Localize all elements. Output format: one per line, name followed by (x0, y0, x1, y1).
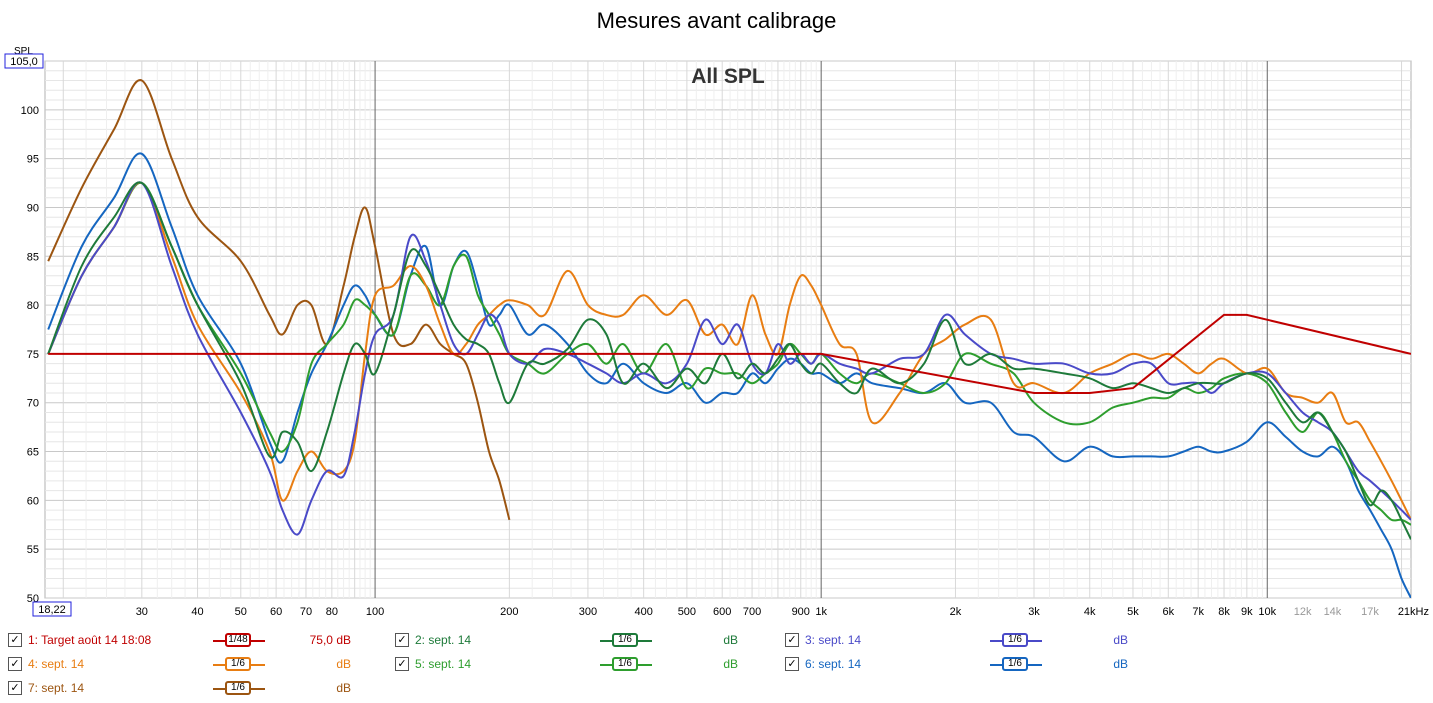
x-tick-label: 21kHz (1398, 606, 1429, 618)
legend-item-4[interactable]: ✓ 4: sept. 14 1/6 dB (8, 654, 351, 674)
legend-value: dB (723, 657, 738, 671)
x-tick-label: 3k (1028, 606, 1040, 618)
smoothing-label: 1/6 (612, 657, 638, 671)
legend-item-3[interactable]: ✓ 3: sept. 14 1/6 dB (785, 630, 1128, 650)
x-tick-label: 7k (1192, 606, 1204, 618)
smoothing-button[interactable]: 1/6 (990, 633, 1042, 647)
legend-checkbox[interactable]: ✓ (785, 633, 799, 647)
y-axis-label: SPL (14, 46, 33, 57)
smoothing-label: 1/6 (1002, 657, 1028, 671)
legend-item-5[interactable]: ✓ 5: sept. 14 1/6 dB (395, 654, 738, 674)
legend-value: dB (336, 657, 351, 671)
smoothing-button[interactable]: 1/6 (213, 681, 265, 695)
chart-inner-title: All SPL (691, 65, 765, 88)
x-tick-label: 30 (136, 606, 148, 618)
legend-item-7[interactable]: ✓ 7: sept. 14 1/6 dB (8, 678, 351, 698)
series-layer (47, 79, 1411, 598)
smoothing-label: 1/6 (225, 657, 251, 671)
legend-checkbox[interactable]: ✓ (395, 657, 409, 671)
series-line-6[interactable] (47, 152, 1411, 598)
legend-label: 4: sept. 14 (28, 657, 85, 671)
x-tick-label: 60 (270, 606, 282, 618)
y-tick-label: 100 (21, 105, 39, 117)
x-tick-label: 50 (235, 606, 247, 618)
grid-layer (45, 60, 1411, 599)
smoothing-label: 1/6 (612, 633, 638, 647)
y-tick-label: 90 (27, 202, 39, 214)
xmin-value: 18,22 (38, 604, 66, 616)
series-line-7[interactable] (47, 79, 511, 521)
legend-label: 5: sept. 14 (415, 657, 472, 671)
y-tick-label: 80 (27, 300, 39, 312)
x-tick-label: 80 (326, 606, 338, 618)
series-line-2[interactable] (47, 181, 1411, 540)
legend-value: dB (336, 681, 351, 695)
smoothing-button[interactable]: 1/6 (600, 633, 652, 647)
x-tick-label: 5k (1127, 606, 1139, 618)
x-tick-label: 6k (1162, 606, 1174, 618)
legend-label: 2: sept. 14 (415, 633, 472, 647)
smoothing-label: 1/6 (225, 681, 251, 695)
smoothing-button[interactable]: 1/6 (600, 657, 652, 671)
smoothing-label: 1/6 (1002, 633, 1028, 647)
x-tick-label: 10k (1258, 606, 1276, 618)
legend-checkbox[interactable]: ✓ (785, 657, 799, 671)
ymax-box[interactable] (4, 53, 44, 69)
x-tick-label: 70 (300, 606, 312, 618)
smoothing-button[interactable]: 1/48 (213, 633, 265, 647)
y-tick-label: 60 (27, 495, 39, 507)
legend-checkbox[interactable]: ✓ (8, 681, 22, 695)
x-tick-label: 900 (792, 606, 810, 618)
x-tick-label: 100 (366, 606, 384, 618)
xmin-box[interactable] (32, 601, 72, 617)
x-tick-label: 600 (713, 606, 731, 618)
smoothing-button[interactable]: 1/6 (213, 657, 265, 671)
y-tick-label: 55 (27, 544, 39, 556)
x-tick-label: 14k (1324, 606, 1342, 618)
legend-value: dB (1113, 657, 1128, 671)
series-line-5[interactable] (47, 181, 1411, 526)
series-line-1[interactable] (48, 313, 1411, 394)
y-tick-label: 85 (27, 251, 39, 263)
x-tick-label: 1k (815, 606, 827, 618)
x-tick-labels: 203040506070801002003004005006007009001k… (57, 606, 1429, 618)
legend-checkbox[interactable]: ✓ (8, 657, 22, 671)
legend-label: 6: sept. 14 (805, 657, 862, 671)
x-tick-label: 17k (1361, 606, 1379, 618)
legend-value: 75,0 dB (309, 633, 351, 647)
smoothing-button[interactable]: 1/6 (990, 657, 1042, 671)
legend-checkbox[interactable]: ✓ (395, 633, 409, 647)
legend-value: dB (723, 633, 738, 647)
legend-label: 7: sept. 14 (28, 681, 85, 695)
x-tick-label: 40 (191, 606, 203, 618)
legend-label: 1: Target août 14 18:08 (28, 633, 152, 647)
legend-item-2[interactable]: ✓ 2: sept. 14 1/6 dB (395, 630, 738, 650)
x-tick-label: 2k (950, 606, 962, 618)
smoothing-label: 1/48 (225, 633, 251, 647)
legend-label: 3: sept. 14 (805, 633, 862, 647)
legend-value: dB (1113, 633, 1128, 647)
y-tick-label: 95 (27, 154, 39, 166)
y-tick-label: 65 (27, 447, 39, 459)
x-tick-label: 300 (579, 606, 597, 618)
x-tick-label: 400 (634, 606, 652, 618)
x-tick-label: 9k (1241, 606, 1253, 618)
x-tick-label: 700 (743, 606, 761, 618)
x-tick-label: 4k (1084, 606, 1096, 618)
legend-item-1[interactable]: ✓ 1: Target août 14 18:08 1/48 75,0 dB (8, 630, 351, 650)
x-tick-label: 12k (1294, 606, 1312, 618)
ymax-value: 105,0 (10, 56, 38, 68)
page-title: Mesures avant calibrage (596, 8, 837, 33)
x-tick-label: 8k (1218, 606, 1230, 618)
x-tick-label: 200 (500, 606, 518, 618)
legend-checkbox[interactable]: ✓ (8, 633, 22, 647)
y-tick-label: 70 (27, 398, 39, 410)
legend-item-6[interactable]: ✓ 6: sept. 14 1/6 dB (785, 654, 1128, 674)
y-tick-label: 75 (27, 349, 39, 361)
x-tick-label: 500 (678, 606, 696, 618)
